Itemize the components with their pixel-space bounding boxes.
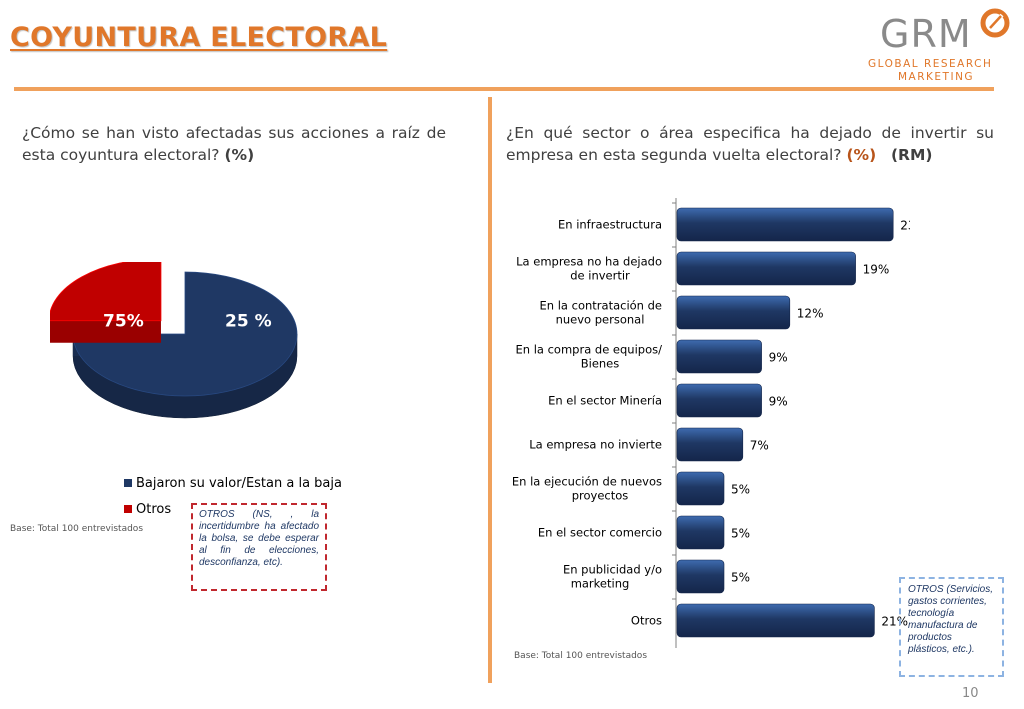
pie-slice-bajaron [72,271,298,419]
right-base-note: Base: Total 100 entrevistados [514,651,648,661]
right-question-tag: (%) [846,146,877,164]
bar-category-label: En el sector Minería [548,394,662,408]
left-question-text: ¿Cómo se han visto afectadas sus accione… [22,124,446,164]
logo-subtitle-line2: MARKETING [898,71,975,83]
bar-6 [676,471,725,506]
bar-data-label: 5% [731,527,750,541]
bar-category-label: En el sector comercio [538,526,662,540]
bar-5 [676,427,744,462]
legend-label: Bajaron su valor/Estan a la baja [136,475,342,491]
bar-1 [676,251,856,286]
bar-category-label: En la ejecución de nuevos proyectos [512,475,662,503]
right-question-text: ¿En qué sector o área especifica ha deja… [506,124,994,164]
legend-swatch [124,505,132,513]
left-question-tag: (%) [224,146,255,164]
bar-category-label: En la compra de equipos/Bienes [516,343,663,371]
bar-data-label: 12% [797,307,824,321]
legend-label: Otros [136,501,172,517]
left-otros-note: OTROS (NS, , la incertidumbre ha afectad… [191,503,327,591]
legend-swatch [124,479,132,487]
bar-chart: 23% En infraestructura 19% La empresa no ha… [512,198,910,648]
bar-data-label: 5% [731,483,750,497]
pie-legend: Bajaron su valor/Estan a la baja Otros [124,470,342,522]
bar-4 [676,383,762,418]
right-question-tag-rm: (RM) [890,146,933,164]
right-question: ¿En qué sector o área especifica ha deja… [506,122,994,166]
grm-logo: GRM GLOBAL RESEARCH MARKETING [866,6,1016,86]
logo-swirl-icon [980,8,1010,38]
bar-data-label: 5% [731,571,750,585]
bar-category-label: La empresa no ha dejado de invertir [516,255,662,283]
left-base-note: Base: Total 100 entrevistados [10,524,144,534]
legend-item: Bajaron su valor/Estan a la baja [124,470,342,496]
bar-data-label: 23% [900,219,910,233]
bar-2 [676,295,791,330]
bar-category-label: En publicidad y/o marketing [563,563,662,591]
bar-category-label: La empresa no invierte [529,438,662,452]
bar-8 [676,559,725,594]
legend-item: Otros [124,496,342,522]
bar-data-label: 9% [769,351,788,365]
page-title: COYUNTURA ELECTORAL [10,22,388,53]
right-otros-note: OTROS (Servicios, gastos corrientes, tec… [899,577,1004,677]
bar-data-label: 9% [769,395,788,409]
bar-0 [676,207,894,242]
bar-category-label: En infraestructura [558,218,662,232]
bar-7 [676,515,725,550]
logo-subtitle-line1: GLOBAL RESEARCH [868,58,993,70]
bar-category-label: Otros [631,614,662,628]
pie-data-label: 25 % [225,312,272,332]
bar-category-label: En la contratación de nuevo personal [540,299,662,327]
header-divider [14,87,994,91]
pie-chart: 75% 25 % [50,262,298,419]
bar-data-label: 7% [750,439,769,453]
page-number: 10 [962,686,979,701]
bar-data-label: 21% [881,615,908,629]
pie-data-label: 75% [103,311,144,331]
bar-3 [676,339,762,374]
pie-slice-otros [50,262,162,343]
logo-wordmark: GRM [880,12,972,56]
column-divider [488,97,492,683]
bar-data-label: 19% [863,263,890,277]
bar-9 [676,603,875,638]
left-question: ¿Cómo se han visto afectadas sus accione… [22,122,446,166]
